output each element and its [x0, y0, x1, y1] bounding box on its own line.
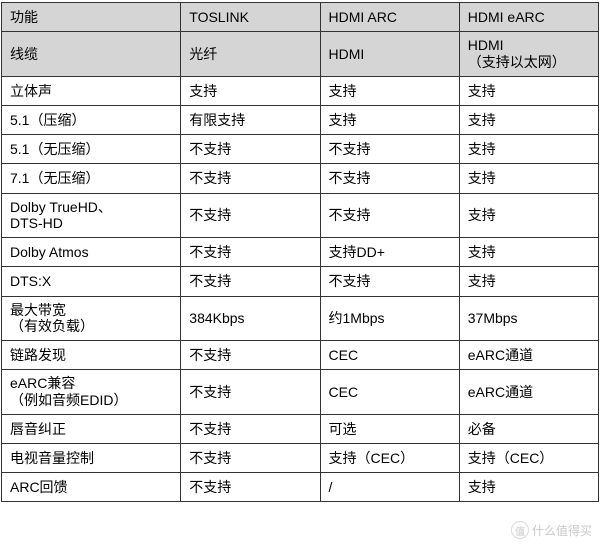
cell-feature: 5.1（压缩）: [2, 105, 181, 134]
cell-toslink: 有限支持: [181, 105, 320, 134]
cell-arc: 支持: [320, 76, 459, 105]
cell-arc: 不支持: [320, 164, 459, 193]
cell-arc: 支持（CEC）: [320, 444, 459, 473]
cell-arc: 支持: [320, 105, 459, 134]
cell-feature: 7.1（无压缩）: [2, 164, 181, 193]
cell-toslink: 不支持: [181, 444, 320, 473]
cable-label: 线缆: [2, 32, 181, 77]
cell-toslink: 不支持: [181, 267, 320, 296]
cell-earc: 支持: [459, 76, 598, 105]
header-feature: 功能: [2, 3, 181, 32]
cell-earc: eARC通道: [459, 370, 598, 415]
cell-feature: 立体声: [2, 76, 181, 105]
table-row: 链路发现不支持CECeARC通道: [2, 341, 599, 370]
cell-toslink: 384Kbps: [181, 296, 320, 341]
cell-earc: eARC通道: [459, 341, 598, 370]
comparison-table-container: 功能 TOSLINK HDMI ARC HDMI eARC 线缆 光纤 HDMI…: [1, 2, 599, 502]
table-row: 5.1（无压缩）不支持不支持支持: [2, 135, 599, 164]
cell-toslink: 不支持: [181, 370, 320, 415]
cell-earc: 支持: [459, 473, 598, 502]
table-header: 功能 TOSLINK HDMI ARC HDMI eARC 线缆 光纤 HDMI…: [2, 3, 599, 77]
cable-arc: HDMI: [320, 32, 459, 77]
watermark-badge-icon: 值: [511, 521, 529, 539]
table-body: 立体声支持支持支持5.1（压缩）有限支持支持支持5.1（无压缩）不支持不支持支持…: [2, 76, 599, 502]
cell-earc: 必备: [459, 414, 598, 443]
cell-earc: 支持: [459, 193, 598, 238]
cell-arc: 可选: [320, 414, 459, 443]
cell-toslink: 不支持: [181, 164, 320, 193]
cell-earc: 支持: [459, 267, 598, 296]
audio-format-comparison-table: 功能 TOSLINK HDMI ARC HDMI eARC 线缆 光纤 HDMI…: [1, 2, 599, 502]
cell-earc: 支持: [459, 164, 598, 193]
cell-arc: 不支持: [320, 135, 459, 164]
cell-feature: 5.1（无压缩）: [2, 135, 181, 164]
cell-earc: 支持: [459, 105, 598, 134]
header-toslink: TOSLINK: [181, 3, 320, 32]
cell-toslink: 不支持: [181, 238, 320, 267]
watermark: 值 什么值得买: [511, 521, 592, 539]
table-row: 5.1（压缩）有限支持支持支持: [2, 105, 599, 134]
cell-feature: DTS:X: [2, 267, 181, 296]
cell-feature: 电视音量控制: [2, 444, 181, 473]
cell-feature: 链路发现: [2, 341, 181, 370]
cell-feature: Dolby TrueHD、DTS-HD: [2, 193, 181, 238]
header-hdmi-arc: HDMI ARC: [320, 3, 459, 32]
cell-arc: 不支持: [320, 267, 459, 296]
cell-toslink: 不支持: [181, 414, 320, 443]
cell-earc: 支持: [459, 135, 598, 164]
cell-feature: eARC兼容（例如音频EDID）: [2, 370, 181, 415]
header-hdmi-earc: HDMI eARC: [459, 3, 598, 32]
table-row: Dolby Atmos不支持支持DD+支持: [2, 238, 599, 267]
cell-toslink: 支持: [181, 76, 320, 105]
cell-arc: CEC: [320, 341, 459, 370]
cell-toslink: 不支持: [181, 135, 320, 164]
cell-earc: 37Mbps: [459, 296, 598, 341]
cable-earc: HDMI（支持以太网）: [459, 32, 598, 77]
table-row: 7.1（无压缩）不支持不支持支持: [2, 164, 599, 193]
header-row-2: 线缆 光纤 HDMI HDMI（支持以太网）: [2, 32, 599, 77]
table-row: Dolby TrueHD、DTS-HD不支持不支持支持: [2, 193, 599, 238]
cell-earc: 支持: [459, 238, 598, 267]
table-row: 电视音量控制不支持支持（CEC）支持（CEC）: [2, 444, 599, 473]
table-row: ARC回馈不支持/支持: [2, 473, 599, 502]
cable-toslink: 光纤: [181, 32, 320, 77]
watermark-text: 什么值得买: [532, 522, 592, 539]
cell-toslink: 不支持: [181, 341, 320, 370]
table-row: eARC兼容（例如音频EDID）不支持CECeARC通道: [2, 370, 599, 415]
table-row: 唇音纠正不支持可选必备: [2, 414, 599, 443]
cell-arc: /: [320, 473, 459, 502]
cell-feature: 最大带宽（有效负载）: [2, 296, 181, 341]
cell-feature: Dolby Atmos: [2, 238, 181, 267]
cell-earc: 支持（CEC）: [459, 444, 598, 473]
cell-feature: 唇音纠正: [2, 414, 181, 443]
cell-arc: 约1Mbps: [320, 296, 459, 341]
header-row-1: 功能 TOSLINK HDMI ARC HDMI eARC: [2, 3, 599, 32]
table-row: 立体声支持支持支持: [2, 76, 599, 105]
cell-toslink: 不支持: [181, 193, 320, 238]
table-row: DTS:X不支持不支持支持: [2, 267, 599, 296]
cell-arc: 不支持: [320, 193, 459, 238]
cell-toslink: 不支持: [181, 473, 320, 502]
table-row: 最大带宽（有效负载）384Kbps约1Mbps37Mbps: [2, 296, 599, 341]
cell-arc: 支持DD+: [320, 238, 459, 267]
cell-arc: CEC: [320, 370, 459, 415]
cell-feature: ARC回馈: [2, 473, 181, 502]
